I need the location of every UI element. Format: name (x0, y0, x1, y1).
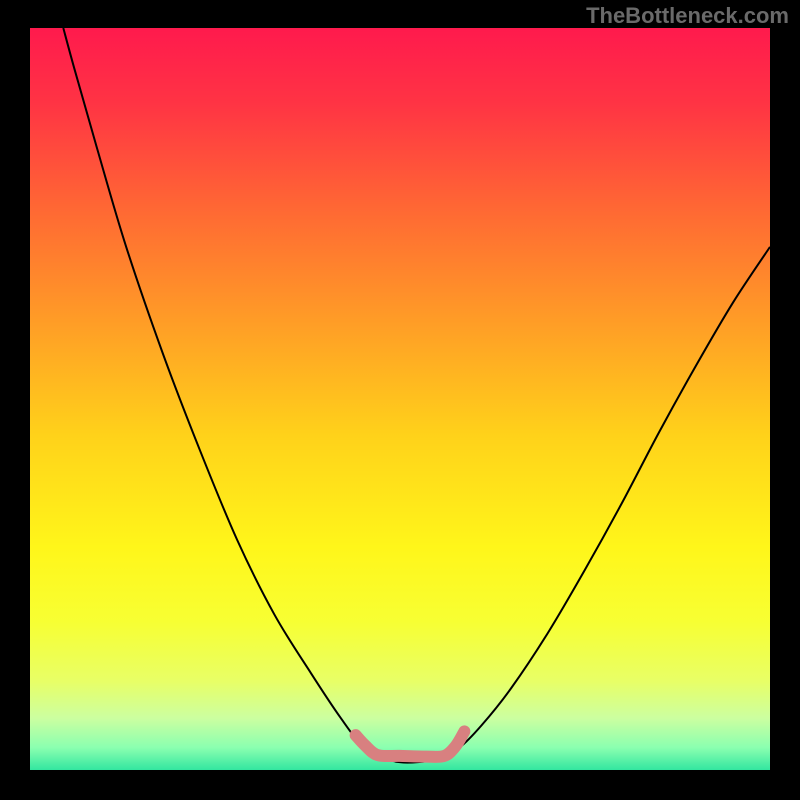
canvas: TheBottleneck.com (0, 0, 800, 800)
plot-area (30, 28, 770, 770)
optimal-band (356, 731, 465, 757)
chart-overlay (30, 28, 770, 770)
bottleneck-curve (63, 28, 770, 763)
watermark-text: TheBottleneck.com (586, 3, 789, 29)
